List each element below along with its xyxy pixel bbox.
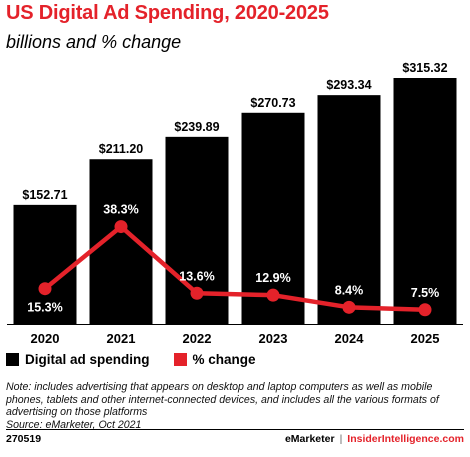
brand-emarketer: eMarketer <box>284 433 335 445</box>
brand-insider-intelligence: InsiderIntelligence.com <box>347 433 464 445</box>
change-point-2025 <box>418 303 432 317</box>
change-label-2025: 7.5% <box>411 286 440 300</box>
chart-title: US Digital Ad Spending, 2020-2025 <box>6 2 329 24</box>
note-text: Note: includes advertising that appears … <box>6 381 439 419</box>
legend-item-change: % change <box>173 352 256 367</box>
footer-separator: | <box>339 433 343 445</box>
footer-brand: eMarketer | InsiderIntelligence.com <box>285 433 464 445</box>
x-tick-label-2021: 2021 <box>107 331 136 346</box>
bar-2024 <box>317 95 381 324</box>
x-tick-label-2025: 2025 <box>411 331 440 346</box>
chart-id: 270519 <box>6 433 42 445</box>
chart-subtitle: billions and % change <box>6 32 182 52</box>
change-point-2021 <box>114 220 128 234</box>
legend-item-spending: Digital ad spending <box>6 352 150 367</box>
bar-2021 <box>89 159 153 324</box>
bar-label-2023: $270.73 <box>250 96 295 110</box>
bar-label-2024: $293.34 <box>326 78 371 92</box>
bar-label-2025: $315.32 <box>402 61 447 75</box>
bar-2025 <box>393 78 457 324</box>
footnote: Note: includes advertising that appears … <box>6 381 468 431</box>
change-label-2022: 13.6% <box>179 269 214 283</box>
change-point-2022 <box>190 286 204 300</box>
x-tick-label-2020: 2020 <box>31 331 60 346</box>
legend-label-change: % change <box>192 352 256 367</box>
legend-swatch-change <box>173 353 187 366</box>
footer-divider <box>6 429 464 430</box>
source-text: Source: eMarketer, Oct 2021 <box>6 418 142 431</box>
change-label-2021: 38.3% <box>103 203 138 217</box>
change-label-2024: 8.4% <box>335 283 364 297</box>
x-tick-label-2023: 2023 <box>259 331 288 346</box>
legend-label-spending: Digital ad spending <box>25 352 150 367</box>
change-point-2023 <box>266 288 280 302</box>
x-tick-label-2024: 2024 <box>335 331 365 346</box>
change-point-2020 <box>38 282 52 296</box>
legend-swatch-spending <box>6 353 19 366</box>
bar-label-2022: $239.89 <box>174 120 219 134</box>
change-label-2023: 12.9% <box>255 271 290 285</box>
change-line <box>42 224 428 312</box>
bar-2020 <box>13 204 77 324</box>
chart-plot: $152.71 $211.20 $239.89 $270.73 $293.34 $315.… <box>7 61 463 346</box>
bar-label-2020: $152.71 <box>22 188 67 202</box>
legend: Digital ad spending % change <box>6 352 280 367</box>
x-tick-label-2022: 2022 <box>183 331 212 346</box>
bar-label-2021: $211.20 <box>99 142 144 156</box>
change-label-2020: 15.3% <box>27 301 62 315</box>
change-point-2024 <box>342 300 356 314</box>
